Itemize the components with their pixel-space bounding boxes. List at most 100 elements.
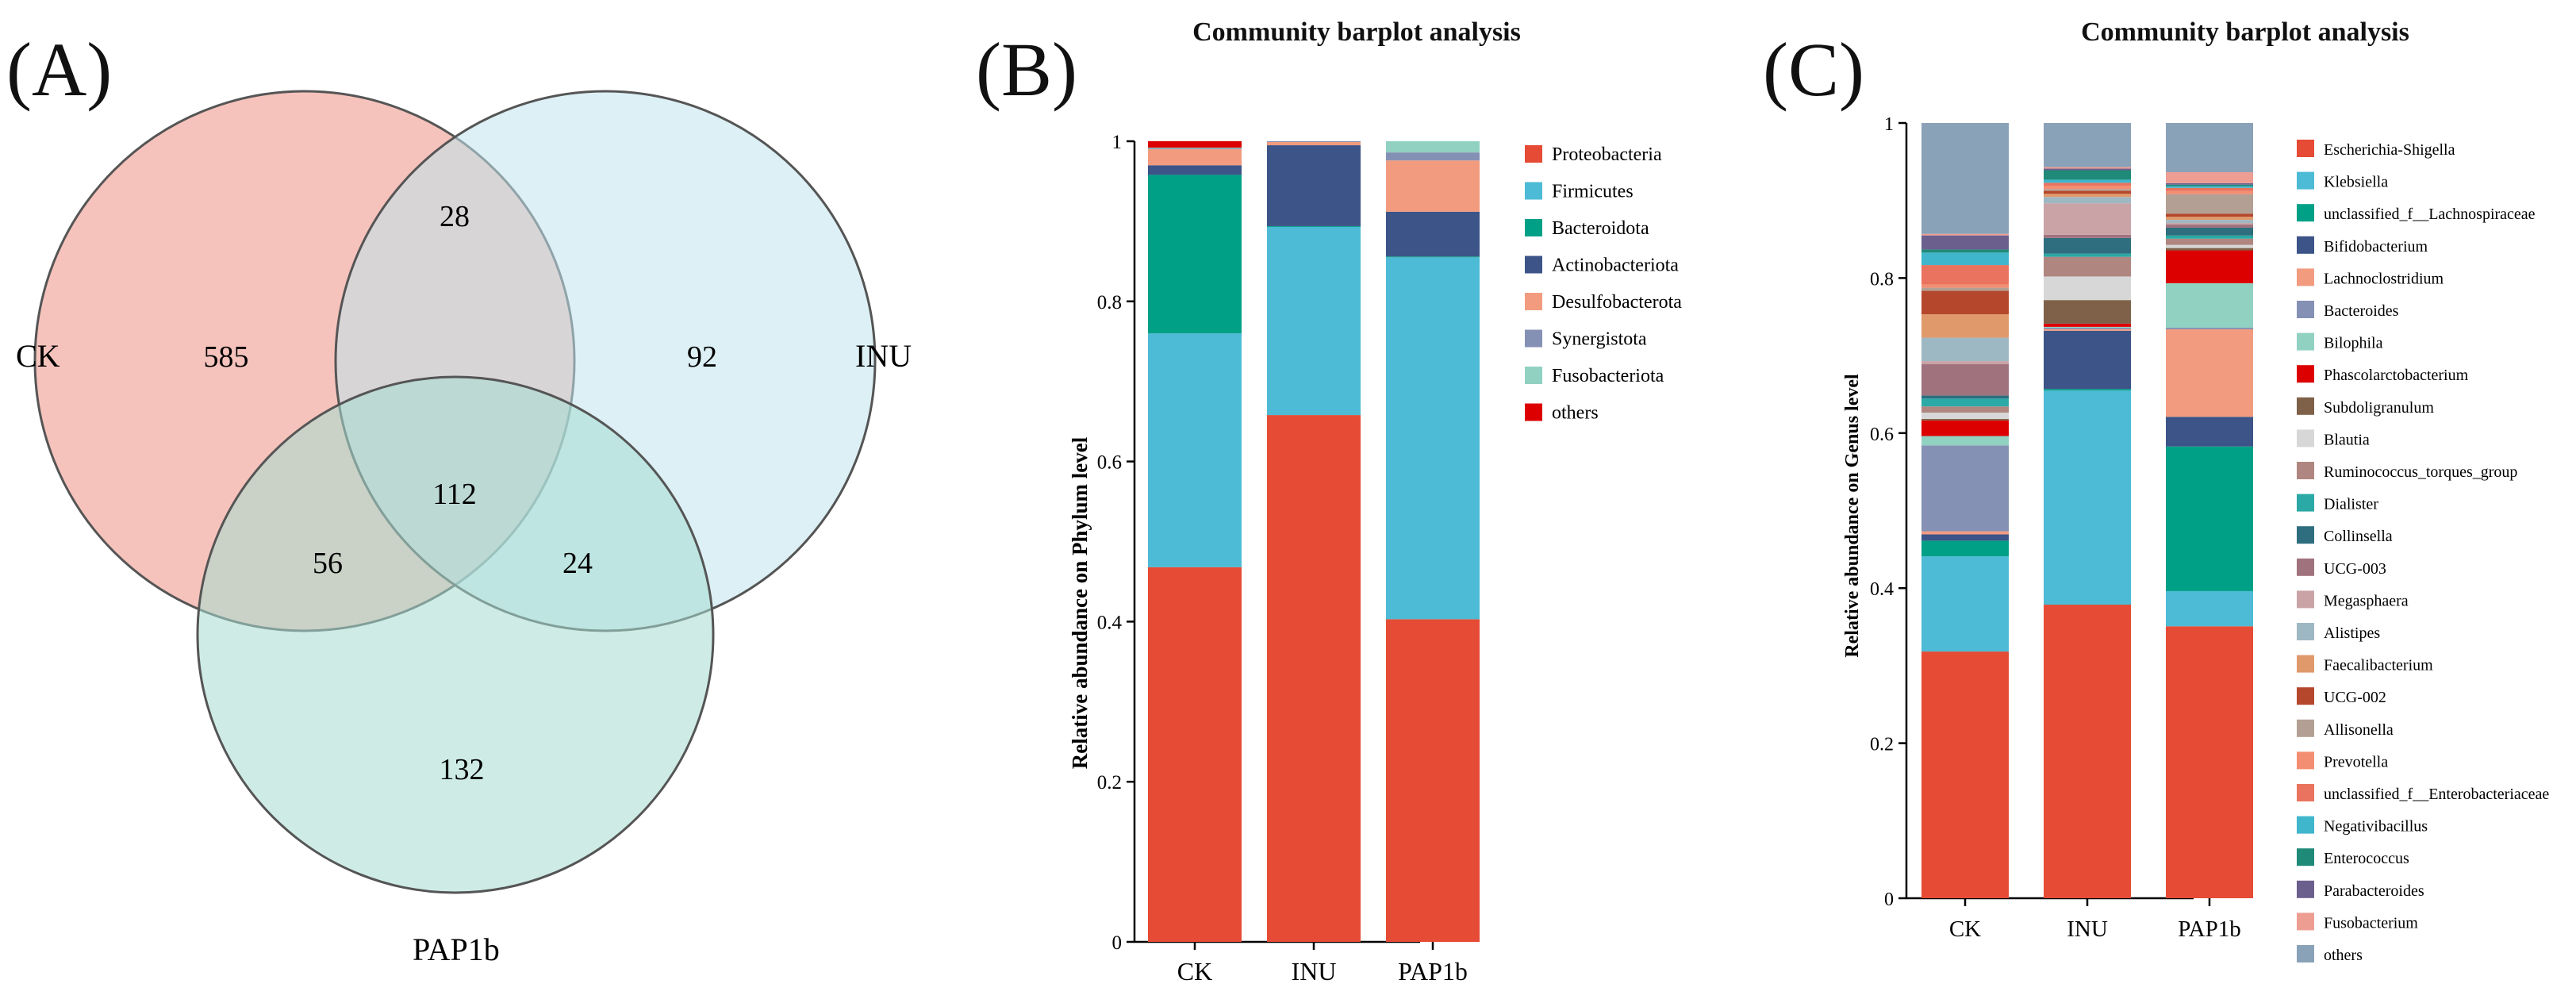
bar-segment-pap1b-0 (2166, 626, 2253, 898)
legend-swatch-12 (2297, 526, 2314, 544)
bar-segment-pap1b-3 (2166, 417, 2253, 447)
venn-value-pap1b-only: 132 (440, 753, 485, 786)
bar-segment-pap1b-2 (1386, 256, 1480, 258)
legend-label-16: Faecalibacterium (2324, 657, 2433, 674)
x-tick-label-inu: INU (2067, 916, 2108, 942)
bar-segment-inu-19 (2044, 186, 2131, 190)
bar-segment-inu-12 (2044, 237, 2131, 254)
bar-segment-pap1b-7 (2166, 250, 2253, 283)
legend-swatch-0 (2297, 140, 2314, 157)
bar-segment-ck-5 (1921, 445, 2009, 532)
bar-segment-ck-2 (1921, 540, 2009, 557)
legend-swatch-22 (2297, 848, 2314, 866)
legend-label-7: others (1552, 403, 1599, 424)
legend-swatch-5 (2297, 301, 2314, 318)
legend-label-14: Megasphaera (2324, 592, 2409, 609)
bar-segment-inu-2 (2044, 389, 2131, 391)
bar-segment-ck-19 (1921, 284, 2009, 288)
legend-swatch-25 (2297, 945, 2314, 962)
bar-segment-inu-21 (2044, 179, 2131, 183)
bar-segment-inu-1 (1267, 226, 1361, 416)
legend-swatch-10 (2297, 462, 2314, 479)
bar-segment-pap1b-2 (2166, 446, 2253, 591)
panel-label-b: (B) (976, 27, 1077, 112)
legend-label-5: Synergistota (1552, 329, 1647, 350)
bar-segment-pap1b-4 (2166, 329, 2253, 417)
bar-segment-inu-24 (2044, 167, 2131, 169)
bar-segment-ck-3 (1921, 534, 2009, 541)
bar-segment-inu-22 (2044, 170, 2131, 180)
panel-label-c: (C) (1763, 27, 1864, 112)
bar-segment-ck-7 (1148, 141, 1242, 148)
bar-segment-ck-4 (1148, 149, 1242, 166)
legend-label-0: Escherichia-Shigella (2324, 141, 2455, 159)
y-tick-label: 0.8 (1097, 292, 1122, 313)
bar-segment-inu-4 (2044, 329, 2131, 331)
bar-segment-inu-17 (2044, 190, 2131, 194)
bar-segment-ck-0 (1921, 651, 2009, 898)
bar-segment-ck-23 (1921, 235, 2009, 250)
y-tick-label: 0 (1112, 932, 1123, 954)
bar-segment-pap1b-22 (2166, 184, 2253, 186)
bar-segment-pap1b-8 (2166, 248, 2253, 251)
x-tick-label-pap1b: PAP1b (2178, 916, 2241, 942)
y-tick-label: 1 (1884, 114, 1894, 135)
venn-value-all: 112 (432, 478, 477, 511)
bar-segment-inu-1 (2044, 390, 2131, 605)
legend-swatch-19 (2297, 751, 2314, 770)
y-tick-label: 0.8 (1870, 269, 1894, 290)
legend-label-13: UCG-003 (2324, 560, 2386, 578)
bar-segment-ck-25 (1921, 123, 2009, 234)
legend-swatch-4 (2297, 268, 2314, 286)
chart-b-title: Community barplot analysis (1192, 17, 1521, 47)
legend-label-2: Bacteroidota (1552, 218, 1649, 239)
venn-label-inu: INU (855, 338, 912, 374)
bar-segment-pap1b-19 (2166, 190, 2253, 194)
legend-swatch-21 (2297, 816, 2314, 834)
bar-segment-pap1b-13 (2166, 225, 2253, 228)
legend-label-21: Negativibacillus (2324, 818, 2428, 836)
bar-segment-pap1b-10 (2166, 238, 2253, 245)
legend-label-10: Ruminococcus_torques_group (2324, 463, 2517, 481)
bar-segment-ck-7 (1921, 420, 2009, 436)
bar-segment-ck-16 (1921, 314, 2009, 338)
legend-label-23: Parabacteroides (2324, 882, 2424, 900)
legend-swatch-3 (1525, 256, 1542, 274)
bar-segment-pap1b-15 (2166, 220, 2253, 224)
y-tick-label: 0.6 (1097, 452, 1122, 474)
legend-swatch-11 (2297, 494, 2314, 512)
y-tick-label: 0.6 (1870, 425, 1894, 445)
bar-segment-ck-10 (1921, 406, 2009, 413)
bar-segment-pap1b-5 (2166, 328, 2253, 330)
bar-segment-inu-3 (2044, 330, 2131, 390)
legend-label-3: Bifidobacterium (2324, 238, 2428, 256)
venn-circle-pap1b (196, 375, 715, 894)
legend-label-18: Allisonella (2324, 721, 2394, 739)
bar-segment-inu-5 (1267, 141, 1361, 143)
legend-label-15: Alistipes (2324, 624, 2380, 642)
bar-segment-pap1b-25 (2166, 123, 2253, 173)
legend-swatch-6 (1525, 367, 1542, 384)
legend-label-6: Fusobacteriota (1552, 366, 1664, 386)
bar-segment-inu-3 (1267, 145, 1361, 226)
bar-segment-inu-6 (2044, 326, 2131, 328)
legend-swatch-7 (2297, 365, 2314, 383)
bar-segment-pap1b-20 (2166, 187, 2253, 191)
y-tick-label: 0.2 (1870, 735, 1894, 755)
bar-segment-ck-20 (1921, 265, 2009, 285)
legend-label-1: Firmicutes (1552, 182, 1634, 202)
bar-segment-pap1b-6 (1386, 141, 1480, 153)
genus-barplot: Relative abundance on Genus level 0 0.2 0.… (1842, 114, 2549, 964)
x-tick-label-inu: INU (1292, 957, 1337, 986)
legend-swatch-3 (2297, 236, 2314, 254)
y-tick-label: 1 (1112, 132, 1123, 153)
legend-label-8: Subdoligranulum (2324, 399, 2434, 417)
bar-segment-pap1b-0 (1386, 619, 1480, 942)
bar-segment-inu-4 (1267, 142, 1361, 146)
bar-segment-pap1b-5 (1386, 152, 1480, 161)
bar-segment-pap1b-11 (2166, 235, 2253, 239)
y-tick-label: 0.4 (1097, 612, 1123, 633)
legend-swatch-23 (2297, 880, 2314, 898)
bar-segment-inu-7 (2044, 323, 2131, 327)
bar-segment-pap1b-4 (1386, 160, 1480, 212)
